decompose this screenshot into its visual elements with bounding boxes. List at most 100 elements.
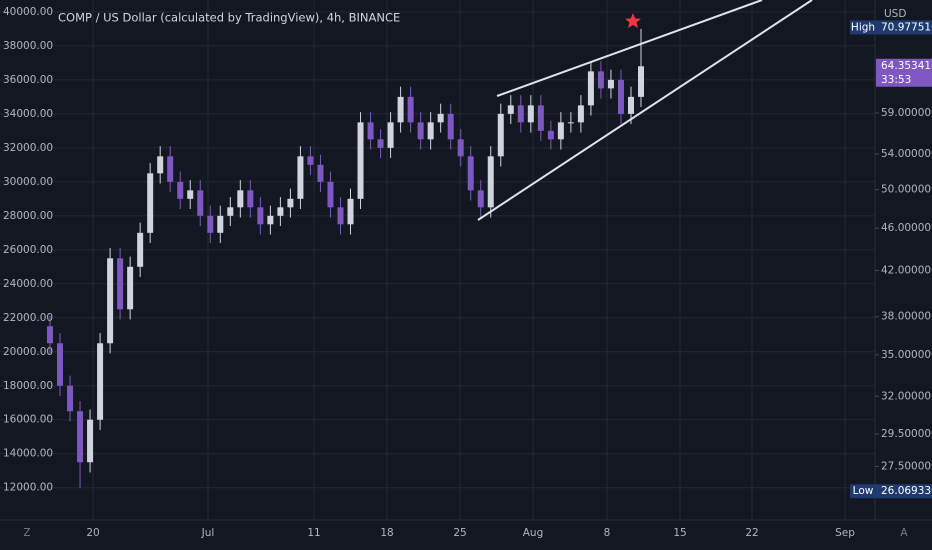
candle-body [537,105,544,131]
y-tick-label: 34000.00 [3,108,53,120]
candle-body [297,156,304,199]
low-badge-name-bg [850,484,876,499]
high-badge-bg [876,20,932,35]
candle-body [217,215,224,233]
candle-body [587,71,594,106]
y2-tick-label: 42.000000 [881,264,932,276]
candle-body [457,139,464,157]
right-axis-bg [875,0,932,550]
candle-body [527,105,534,123]
candle-body [407,96,414,123]
candle-body [307,156,314,165]
candle-body [247,190,254,208]
y2-tick-label: 29.500000 [881,428,932,440]
y-tick-label: 38000.00 [3,40,53,52]
y-tick-label: 22000.00 [3,312,53,324]
y-tick-label: 24000.00 [3,278,53,290]
candle-body [327,181,334,208]
candle-body [257,207,264,225]
candle-body [477,190,484,208]
y-tick-label: 32000.00 [3,142,53,154]
candle-body [377,139,384,148]
last-badge-bg [876,58,932,87]
y2-tick-label: 46.000000 [881,222,932,234]
bottom-axis-bg [0,520,932,550]
y-tick-label: 20000.00 [3,346,53,358]
candle-body [137,232,144,267]
y-tick-label: 40000.00 [3,6,53,18]
candle-body [87,419,94,463]
candle-body [207,215,214,233]
x-tick-label: 20 [86,527,99,539]
x-tick-label: 18 [380,527,393,539]
candle-body [127,266,134,310]
candle-body [57,343,64,386]
y-tick-label: 36000.00 [3,74,53,86]
candle-body [507,105,514,114]
candle-body [237,190,244,208]
candle-body [177,181,184,199]
high-badge-name-bg [850,20,876,35]
candle-body [287,198,294,208]
candle-body [77,411,84,463]
candle-body [347,198,354,225]
candle-body [67,385,74,412]
currency-label: USD [884,8,906,20]
y2-tick-label: 54.000000 [881,148,932,160]
candle-body [577,105,584,123]
candle-body [547,130,554,140]
candle-body [277,207,284,216]
candle-body [117,258,124,310]
zoom-icon[interactable]: Z [23,527,30,539]
star-marker [625,13,641,28]
candle-body [197,190,204,216]
y-tick-label: 26000.00 [3,244,53,256]
y2-tick-label: 59.000000 [881,107,932,119]
candle-body [607,79,614,89]
last-badge-value: 64.353418 [881,60,932,72]
candle-body [617,79,624,114]
high-badge-name: High [851,21,875,33]
trend-line-lower [477,0,813,221]
candle-body [47,326,53,344]
candle-body [597,71,604,89]
low-badge-value: 26.069330 [881,485,932,497]
low-badge-name: Low [853,485,874,497]
x-tick-label: Aug [523,527,544,539]
candle-body [97,343,104,420]
y2-tick-label: 50.000000 [881,184,932,196]
low-badge-bg [876,484,932,499]
candle-body [638,66,644,97]
candle-body [397,96,404,123]
candle-body [387,122,394,148]
candle-body [627,96,634,114]
y-tick-label: 30000.00 [3,176,53,188]
candle-body [357,122,364,199]
y2-tick-label: 32.000000 [881,390,932,402]
y-tick-label: 12000.00 [3,482,53,494]
x-tick-label: 11 [307,527,320,539]
candle-body [187,190,194,199]
countdown: 33:53 [881,74,911,86]
candle-body [517,105,524,123]
high-badge-value: 70.977516 [881,21,932,33]
chart-title: COMP / US Dollar (calculated by TradingV… [58,11,400,25]
y2-tick-label: 27.500000 [881,461,932,473]
candle-body [557,122,564,140]
candle-body [267,215,274,225]
auto-scale-button[interactable]: A [900,527,908,539]
candle-body [167,156,174,182]
candle-body [467,156,474,191]
candle-body [227,207,234,216]
x-tick-label: 15 [673,527,686,539]
candle-body [567,122,574,124]
candle-body [317,164,324,182]
candle-body [337,207,344,225]
y2-tick-label: 35.000000 [881,349,932,361]
y-tick-label: 14000.00 [3,448,53,460]
y-tick-label: 16000.00 [3,414,53,426]
candle-body [417,122,424,140]
candle-body [497,113,504,157]
